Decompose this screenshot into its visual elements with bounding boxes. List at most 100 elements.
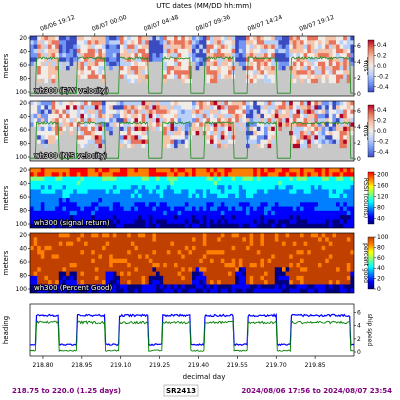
heatmap-cell bbox=[80, 254, 85, 260]
heatmap-cell bbox=[102, 156, 106, 161]
heatmap-cell bbox=[264, 271, 268, 277]
heatmap-cell bbox=[325, 131, 330, 136]
heatmap-cell bbox=[48, 143, 52, 149]
heatmap-cell bbox=[73, 122, 78, 128]
heatmap-cell bbox=[238, 44, 243, 50]
heatmap-cell bbox=[69, 176, 74, 182]
heatmap-cell bbox=[30, 210, 34, 216]
heatmap-cell bbox=[303, 57, 308, 63]
heatmap-cell bbox=[130, 109, 135, 115]
heatmap-cell bbox=[339, 126, 344, 132]
heatmap-cell bbox=[69, 223, 74, 228]
heatmap-cell bbox=[318, 122, 322, 128]
heatmap-cell bbox=[37, 185, 42, 190]
heatmap-cell bbox=[242, 237, 247, 242]
heatmap-cell bbox=[332, 176, 337, 182]
heatmap-cell bbox=[134, 122, 139, 128]
heatmap-cell bbox=[80, 44, 85, 50]
heatmap-cell bbox=[264, 122, 268, 128]
heatmap-cell bbox=[80, 168, 85, 173]
heatmap-cell bbox=[40, 143, 45, 149]
heatmap-cell bbox=[37, 83, 42, 88]
heatmap-cell bbox=[141, 122, 146, 128]
heatmap-cell bbox=[274, 101, 279, 106]
heatmap-cell bbox=[40, 105, 45, 110]
heatmap-cell bbox=[260, 245, 265, 251]
heatmap-cell bbox=[206, 66, 211, 71]
heatmap-cell bbox=[188, 91, 193, 96]
heatmap-cell bbox=[321, 74, 326, 80]
heatmap-cell bbox=[73, 118, 78, 123]
heatmap-cell bbox=[321, 206, 326, 212]
heatmap-cell bbox=[202, 152, 207, 158]
heatmap-cell bbox=[235, 172, 240, 177]
heatmap-cell bbox=[44, 131, 49, 136]
heatmap-cell bbox=[80, 215, 85, 220]
heatmap-cell bbox=[159, 48, 164, 54]
heatmap-cell bbox=[199, 219, 204, 225]
heatmap-cell bbox=[278, 44, 283, 50]
heatmap-cell bbox=[138, 254, 142, 260]
heatmap-cell bbox=[213, 284, 218, 290]
heatmap-cell bbox=[213, 148, 218, 153]
heatmap-cell bbox=[181, 254, 186, 260]
heatmap-cell bbox=[166, 40, 171, 45]
heatmap-cell bbox=[278, 122, 283, 128]
heatmap-cell bbox=[231, 156, 236, 161]
heatmap-cell bbox=[130, 180, 135, 186]
heatmap-cell bbox=[328, 101, 333, 106]
heatmap-cell bbox=[303, 223, 308, 228]
heatmap-cell bbox=[278, 143, 283, 149]
heatmap-cell bbox=[321, 91, 326, 96]
heatmap-cell bbox=[148, 78, 153, 84]
heatmap-cell bbox=[332, 66, 337, 71]
heatmap-cell bbox=[278, 126, 283, 132]
heatmap-cell bbox=[87, 66, 92, 71]
heatmap-cell bbox=[123, 135, 128, 140]
heatmap-cell bbox=[134, 78, 139, 84]
heatmap-cell bbox=[166, 180, 171, 186]
heatmap-cell bbox=[264, 206, 268, 212]
heatmap-cell bbox=[228, 87, 232, 93]
heatmap-cell bbox=[152, 210, 157, 216]
heatmap-cell bbox=[224, 118, 229, 123]
heatmap-cell bbox=[87, 87, 92, 93]
heatmap-cell bbox=[350, 156, 354, 161]
heatmap-cell bbox=[174, 40, 178, 45]
heatmap-cell bbox=[285, 105, 290, 110]
heatmap-cell bbox=[66, 91, 70, 96]
heatmap-cell bbox=[235, 109, 240, 115]
heatmap-cell bbox=[94, 254, 99, 260]
heatmap-cell bbox=[184, 152, 189, 158]
heatmap-cell bbox=[228, 118, 232, 123]
heatmap-cell bbox=[159, 189, 164, 195]
heatmap-cell bbox=[228, 271, 232, 277]
heatmap-cell bbox=[296, 254, 301, 260]
heatmap-cell bbox=[314, 185, 319, 190]
heatmap-cell bbox=[181, 70, 186, 75]
heatmap-cell bbox=[307, 78, 312, 84]
heatmap-cell bbox=[156, 36, 160, 41]
heatmap-cell bbox=[184, 36, 189, 41]
heatmap-cell bbox=[134, 57, 139, 63]
heatmap-cell bbox=[300, 280, 304, 285]
heatmap-cell bbox=[346, 66, 351, 71]
heatmap-cell bbox=[220, 250, 225, 255]
heatmap-cell bbox=[55, 91, 60, 96]
heatmap-cell bbox=[228, 189, 232, 195]
heatmap-cell bbox=[238, 233, 243, 238]
heatmap-cell bbox=[123, 206, 128, 212]
heatmap-cell bbox=[282, 122, 286, 128]
heatmap-cell bbox=[318, 215, 322, 220]
heatmap-cell bbox=[109, 87, 114, 93]
heatmap-cell bbox=[163, 168, 168, 173]
heatmap-cell bbox=[249, 223, 254, 228]
heatmap-cell bbox=[152, 223, 157, 228]
heatmap-cell bbox=[145, 288, 150, 293]
heatmap-cell bbox=[94, 202, 99, 207]
heatmap-cell bbox=[109, 118, 114, 123]
heatmap-cell bbox=[166, 143, 171, 149]
heatmap-cell bbox=[84, 271, 88, 277]
heatmap-cell bbox=[292, 202, 297, 207]
heatmap-cell bbox=[170, 143, 175, 149]
